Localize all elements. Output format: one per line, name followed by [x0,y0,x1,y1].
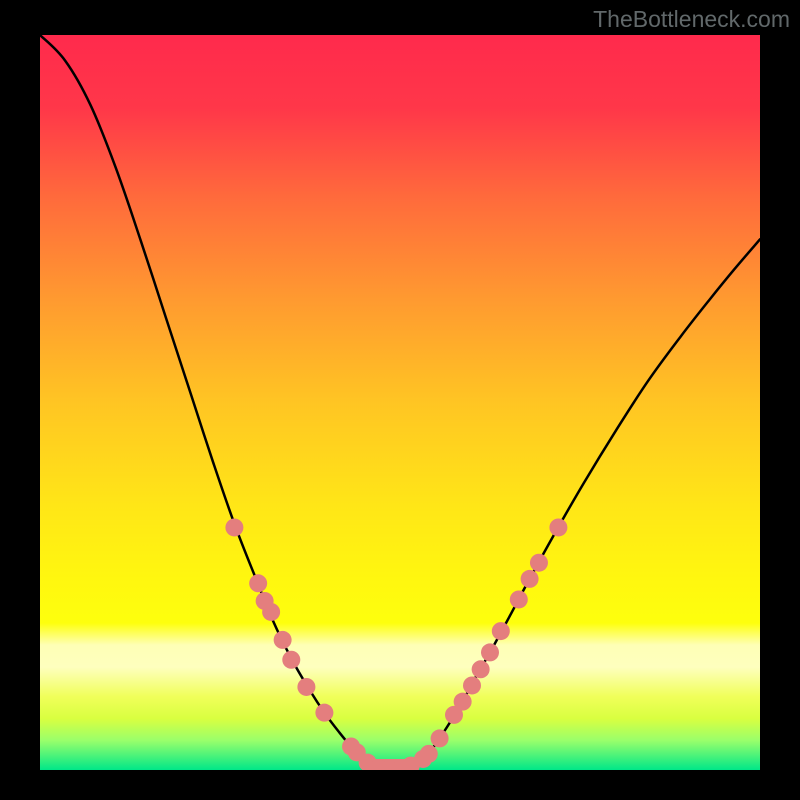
curve-marker [274,631,292,649]
curve-marker [454,693,472,711]
curve-marker [510,590,528,608]
curve-marker [530,554,548,572]
curve-marker [225,518,243,536]
curve-marker [492,622,510,640]
curve-marker [315,704,333,722]
watermark-label: TheBottleneck.com [593,6,790,33]
curve-marker [262,603,280,621]
curve-marker [472,660,490,678]
chart-frame: TheBottleneck.com [0,0,800,800]
curve-marker [297,678,315,696]
curve-marker [521,570,539,588]
gradient-background [40,35,760,770]
plot-area [40,35,760,770]
plot-svg [40,35,760,770]
curve-marker [481,643,499,661]
curve-marker [463,676,481,694]
curve-marker [249,574,267,592]
curve-marker [549,518,567,536]
curve-marker [282,651,300,669]
curve-marker [431,729,449,747]
curve-marker [420,745,438,763]
